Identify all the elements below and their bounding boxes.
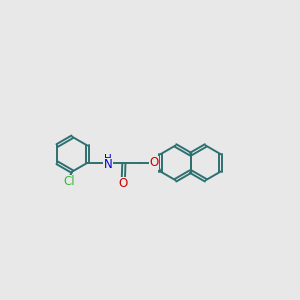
Text: Cl: Cl [63, 175, 75, 188]
Text: H: H [104, 154, 112, 164]
Text: O: O [149, 156, 158, 170]
Text: N: N [103, 158, 112, 172]
Text: O: O [119, 177, 128, 190]
